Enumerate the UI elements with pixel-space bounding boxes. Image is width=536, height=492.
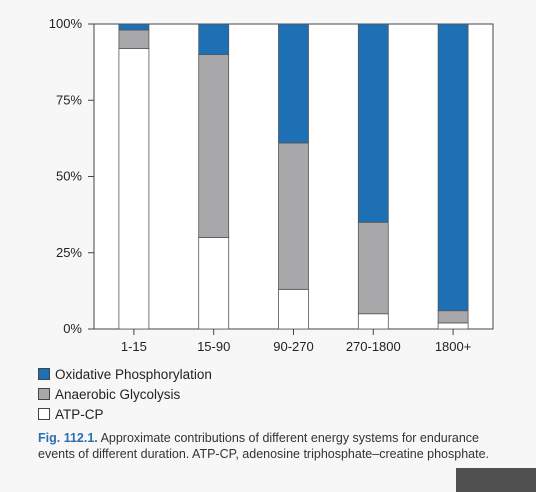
bar-segment-oxidative-phosphorylation (118, 23, 150, 31)
bar-segment-anaerobic-glycolysis (118, 29, 150, 49)
chart-legend: Oxidative Phosphorylation Anaerobic Glyc… (38, 364, 212, 424)
bar-segment-atp-cp (118, 48, 150, 330)
x-tick-label: 90-270 (273, 339, 313, 354)
bar-segment-oxidative-phosphorylation (437, 23, 469, 312)
bar-segment-oxidative-phosphorylation (198, 23, 230, 55)
caption-text: Approximate contributions of different e… (38, 431, 490, 461)
figure-caption: Fig. 112.1. Approximate contributions of… (38, 430, 510, 462)
bar-segment-atp-cp (198, 237, 230, 330)
legend-item-glycolysis: Anaerobic Glycolysis (38, 384, 212, 404)
x-tick-label: 1800+ (435, 339, 472, 354)
legend-item-atp-cp: ATP-CP (38, 404, 212, 424)
bar-segment-oxidative-phosphorylation (278, 23, 309, 144)
stacked-bar-chart: 0% 25% 50% 75% 100% 1-15 15-90 90-270 270-1800 18… (49, 16, 494, 354)
legend-label-glycolysis: Anaerobic Glycolysis (55, 386, 181, 402)
y-tick-label: 50% (56, 169, 82, 184)
bar-segment-atp-cp (278, 288, 309, 330)
legend-label-atp-cp: ATP-CP (55, 406, 104, 422)
legend-swatch-glycolysis (38, 388, 50, 400)
bar-segment-oxidative-phosphorylation (357, 23, 389, 223)
y-tick-label: 100% (49, 16, 83, 31)
x-tick-label: 15-90 (197, 339, 230, 354)
corner-overlay (456, 468, 536, 492)
bar-segment-anaerobic-glycolysis (198, 54, 230, 238)
y-tick-label: 0% (63, 321, 82, 336)
x-tick-label: 270-1800 (346, 339, 401, 354)
legend-item-oxidative: Oxidative Phosphorylation (38, 364, 212, 384)
bar-segment-anaerobic-glycolysis (437, 310, 469, 324)
y-tick-label: 25% (56, 245, 82, 260)
legend-label-oxidative: Oxidative Phosphorylation (55, 366, 212, 382)
bar-segment-anaerobic-glycolysis (278, 142, 309, 290)
bar-segment-atp-cp (357, 313, 389, 330)
figure-label: Fig. 112.1. (38, 431, 98, 445)
bar-segment-anaerobic-glycolysis (357, 221, 389, 315)
legend-swatch-oxidative (38, 368, 50, 380)
y-tick-label: 75% (56, 92, 82, 107)
x-tick-label: 1-15 (121, 339, 147, 354)
legend-swatch-atp-cp (38, 408, 50, 420)
bar-segment-atp-cp (437, 322, 469, 330)
